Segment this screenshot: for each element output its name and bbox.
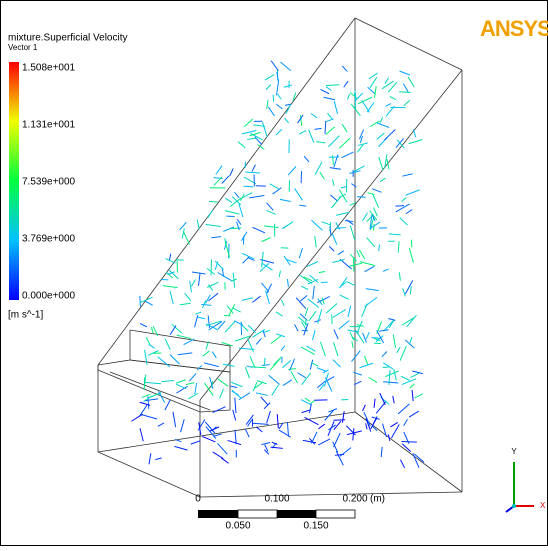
scale-label: 0 (195, 494, 201, 505)
legend-label: 0.000e+000 (22, 291, 76, 302)
velocity-vector (140, 296, 141, 307)
scale-label: 0.200 (342, 494, 367, 505)
velocity-vector (383, 367, 389, 368)
legend-label: 1.508e+001 (22, 63, 76, 74)
legend-title: mixture.Superficial Velocity (8, 33, 128, 44)
scale-bar (198, 510, 355, 518)
border (1, 1, 548, 546)
triad-x: X (540, 501, 546, 510)
legend-label: 3.769e+000 (22, 234, 76, 245)
legend-subtitle: Vector 1 (8, 43, 38, 52)
scale-label: 0.050 (225, 521, 250, 532)
legend-label: 1.131e+001 (22, 120, 76, 131)
legend-unit: [m s^-1] (8, 310, 43, 321)
scale-label: 0.100 (264, 494, 289, 505)
velocity-vector (211, 259, 212, 275)
scale-label: 0.150 (303, 521, 328, 532)
velocity-vector (264, 358, 265, 365)
color-bar (9, 62, 19, 300)
velocity-vector (326, 85, 340, 86)
scale-unit: (m) (370, 494, 385, 505)
logo: ANSYS (480, 16, 548, 41)
legend-label: 7.539e+000 (22, 177, 76, 188)
triad-y: Y (511, 447, 517, 456)
velocity-vector (334, 420, 346, 421)
velocity-vector (401, 441, 416, 442)
velocity-vector (357, 197, 366, 198)
velocity-vector (273, 95, 274, 102)
viewport: mixture.Superficial Velocity Vector 1 1.… (0, 0, 548, 546)
